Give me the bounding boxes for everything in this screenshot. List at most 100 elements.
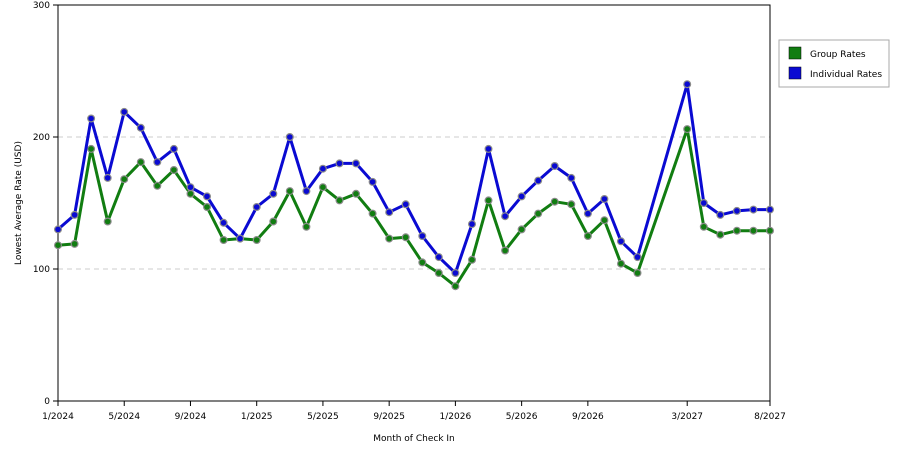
- data-point: [501, 212, 510, 221]
- data-point: [600, 195, 609, 204]
- data-point: [749, 226, 758, 235]
- data-point: [169, 144, 178, 153]
- data-point: [567, 173, 576, 182]
- data-point: [153, 181, 162, 190]
- data-point: [633, 253, 642, 262]
- legend: Group Rates Individual Rates: [778, 39, 890, 88]
- data-point: [368, 177, 377, 186]
- y-tick-label: 200: [33, 133, 50, 143]
- data-point: [732, 206, 741, 215]
- data-point: [302, 222, 311, 231]
- y-tick-label: 300: [33, 1, 50, 11]
- data-point: [683, 80, 692, 89]
- x-tick-label: 9/2024: [175, 412, 207, 422]
- data-point: [468, 220, 477, 229]
- data-point: [269, 189, 278, 198]
- data-point: [600, 216, 609, 225]
- data-point: [87, 114, 96, 123]
- data-point: [385, 208, 394, 217]
- data-point: [451, 282, 460, 291]
- data-point: [203, 203, 212, 212]
- legend-swatch-group-rates: [788, 46, 802, 60]
- data-point: [567, 200, 576, 209]
- data-point: [252, 236, 261, 245]
- data-point: [434, 253, 443, 262]
- series-line-0: [57, 127, 770, 288]
- x-tick-label: 9/2026: [572, 412, 604, 422]
- data-point: [517, 225, 526, 234]
- x-tick-label: 3/2027: [671, 412, 703, 422]
- data-point: [87, 144, 96, 153]
- x-axis-title: Month of Check In: [373, 434, 455, 444]
- data-point: [120, 175, 129, 184]
- data-point: [136, 123, 145, 132]
- series-0: [53, 125, 774, 291]
- data-point: [484, 144, 493, 153]
- data-point: [765, 226, 774, 235]
- x-tick-label: 5/2026: [506, 412, 538, 422]
- x-tick-label: 5/2025: [307, 412, 339, 422]
- data-point: [285, 187, 294, 196]
- data-point: [616, 237, 625, 246]
- y-axis-title: Lowest Average Rate (USD): [14, 141, 24, 265]
- data-point: [186, 183, 195, 192]
- legend-label-group-rates: Group Rates: [810, 50, 866, 60]
- data-point: [699, 222, 708, 231]
- data-point: [318, 164, 327, 173]
- data-point: [401, 200, 410, 209]
- data-point: [583, 232, 592, 241]
- data-point: [103, 173, 112, 182]
- data-point: [683, 125, 692, 134]
- data-point: [550, 197, 559, 206]
- data-point: [732, 226, 741, 235]
- data-point: [484, 196, 493, 205]
- data-point: [103, 217, 112, 226]
- data-point: [765, 205, 774, 214]
- data-point: [401, 233, 410, 242]
- data-point: [169, 166, 178, 175]
- data-point: [418, 232, 427, 241]
- data-point: [318, 183, 327, 192]
- data-point: [368, 209, 377, 218]
- x-tick-label: 1/2024: [42, 412, 74, 422]
- data-point: [70, 239, 79, 248]
- data-point: [716, 210, 725, 219]
- x-tick-label: 1/2025: [241, 412, 273, 422]
- data-point: [534, 176, 543, 185]
- data-point: [434, 269, 443, 278]
- data-point: [186, 189, 195, 198]
- data-point: [468, 255, 477, 264]
- x-tick-label: 8/2027: [754, 412, 786, 422]
- data-point: [70, 210, 79, 219]
- axis-layer: 0 100 200 300 1/2024 5/2024 9/2024 1/2025 5/2025…: [33, 1, 786, 422]
- data-point: [716, 230, 725, 239]
- data-point: [53, 241, 62, 250]
- legend-label-individual-rates: Individual Rates: [810, 70, 882, 80]
- data-point: [352, 189, 361, 198]
- x-tick-label: 5/2024: [108, 412, 140, 422]
- data-point: [583, 209, 592, 218]
- data-point: [335, 159, 344, 168]
- data-point: [616, 259, 625, 268]
- data-point: [352, 159, 361, 168]
- grid-layer: [58, 136, 770, 270]
- data-point: [153, 158, 162, 167]
- data-point: [285, 133, 294, 142]
- data-point: [534, 209, 543, 218]
- data-point: [236, 234, 245, 243]
- series-layer: [53, 80, 774, 291]
- x-tick-label: 9/2025: [373, 412, 405, 422]
- data-point: [749, 205, 758, 214]
- data-point: [302, 187, 311, 196]
- data-point: [451, 269, 460, 278]
- data-point: [252, 203, 261, 212]
- data-point: [219, 218, 228, 227]
- legend-swatch-individual-rates: [788, 66, 802, 80]
- plot-frame: [57, 4, 771, 402]
- series-1: [53, 80, 774, 278]
- data-point: [219, 236, 228, 245]
- data-point: [136, 158, 145, 167]
- data-point: [385, 234, 394, 243]
- y-tick-label: 100: [33, 265, 50, 275]
